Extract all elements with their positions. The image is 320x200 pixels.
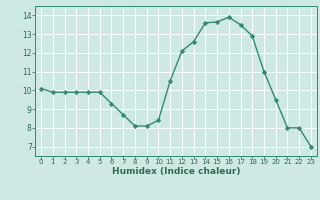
X-axis label: Humidex (Indice chaleur): Humidex (Indice chaleur) bbox=[112, 167, 240, 176]
